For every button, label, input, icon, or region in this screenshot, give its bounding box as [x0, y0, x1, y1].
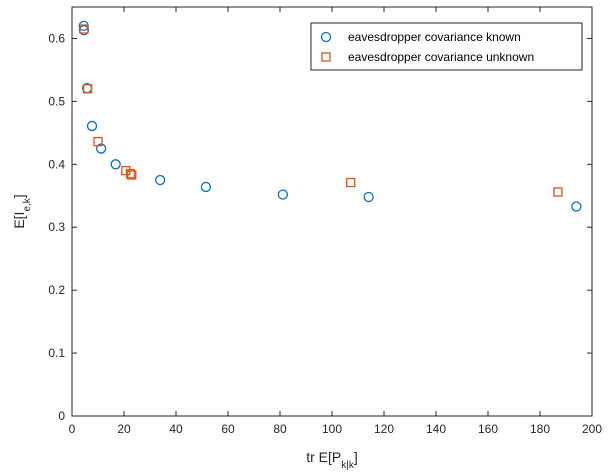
- data-point-series-1: [154, 174, 166, 186]
- x-tick-label: 40: [169, 422, 183, 436]
- data-point-series-1: [110, 159, 121, 170]
- x-axis-label: tr E[Pk|k]: [306, 449, 358, 471]
- y-tick-label: 0.4: [48, 157, 65, 171]
- y-axis-label: E[Ie,k]: [11, 194, 33, 228]
- data-point-series-1: [277, 189, 289, 200]
- data-point-series-1: [571, 201, 582, 212]
- legend-marker-series-1: [320, 31, 332, 43]
- y-tick-label: 0.1: [48, 346, 65, 360]
- y-tick-label: 0.3: [48, 220, 65, 234]
- legend: eavesdropper covariance known eavesdroppe…: [310, 22, 583, 71]
- data-point-series-2: [346, 177, 356, 188]
- y-tick-label: 0.6: [48, 31, 65, 45]
- data-point-series-2: [79, 24, 89, 34]
- x-tick-label: 160: [478, 422, 498, 436]
- legend-label-series-2: eavesdropper covariance unknown: [348, 50, 534, 64]
- data-point-series-1: [95, 143, 107, 154]
- legend-marker-series-2: [321, 52, 331, 62]
- y-tick-label: 0.2: [48, 283, 65, 297]
- y-tick-label: 0.5: [48, 94, 65, 108]
- data-point-series-2: [125, 169, 136, 179]
- x-tick-label: 60: [221, 422, 235, 436]
- x-tick-label: 140: [426, 422, 446, 436]
- x-tick-label: 0: [69, 422, 76, 436]
- data-point-series-2: [127, 170, 137, 180]
- data-point-series-1: [200, 181, 212, 193]
- data-point-series-2: [82, 84, 93, 94]
- data-point-series-2: [93, 137, 103, 147]
- plot-area: 0 20 40 60 80 100 120 140 160 180 200 0 0.1 0.2 0.3 0.4…: [11, 6, 602, 471]
- x-tick-label: 20: [117, 422, 131, 436]
- x-tick-label: 120: [374, 422, 394, 436]
- data-point-series-1: [363, 191, 374, 203]
- x-tick-label: 100: [322, 422, 342, 436]
- legend-label-series-1: eavesdropper covariance known: [348, 30, 521, 44]
- x-tick-label: 200: [582, 422, 602, 436]
- legend-box: [310, 22, 583, 71]
- data-point-series-1: [86, 120, 98, 132]
- x-tick-label: 80: [273, 422, 287, 436]
- x-tick-label: 180: [530, 422, 550, 436]
- data-point-series-2: [553, 187, 563, 197]
- y-tick-label: 0: [58, 409, 65, 423]
